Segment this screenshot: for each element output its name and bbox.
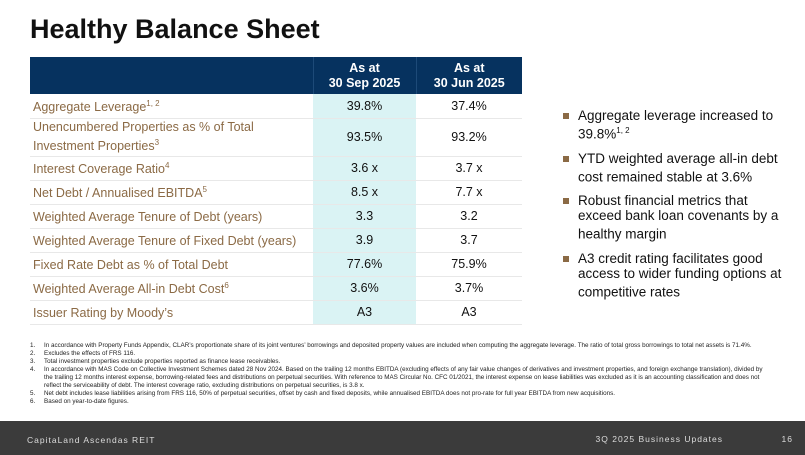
row-label: Weighted Average All-in Debt Cost6	[30, 276, 313, 301]
value-jun-2025: 3.7 x	[416, 156, 522, 181]
footnote: 5. Net debt includes lease liabilities ar…	[30, 390, 615, 397]
value-sep-2025: 3.9	[313, 228, 416, 253]
row-label: Interest Coverage Ratio4	[30, 156, 313, 181]
value-jun-2025: 3.7	[416, 228, 522, 253]
table-row: Unencumbered Properties as % of Total In…	[30, 118, 522, 157]
footnote: 3. Total investment properties exclude pr…	[30, 358, 281, 365]
table-row: Aggregate Leverage1, 2 39.8% 37.4%	[30, 94, 522, 119]
table-row: Interest Coverage Ratio4 3.6 x 3.7 x	[30, 156, 522, 181]
table-row: Fixed Rate Debt as % of Total Debt 77.6%…	[30, 252, 522, 277]
header-sep-2025: As at 30 Sep 2025	[312, 57, 416, 94]
footnote: 2. Excludes the effects of FRS 116.	[30, 350, 136, 357]
value-jun-2025: 37.4%	[416, 94, 522, 119]
header-jun-2025: As at 30 Jun 2025	[415, 57, 522, 94]
table-row: Net Debt / Annualised EBITDA5 8.5 x 7.7 …	[30, 180, 522, 205]
value-sep-2025: 77.6%	[313, 252, 416, 277]
value-sep-2025: 3.6 x	[313, 156, 416, 181]
value-sep-2025: 8.5 x	[313, 180, 416, 205]
row-label: Fixed Rate Debt as % of Total Debt	[30, 252, 313, 277]
footnote: 4. In accordance with MAS Code on Collect…	[30, 366, 763, 389]
value-sep-2025: 3.6%	[313, 276, 416, 301]
deck-title: 3Q 2025 Business Updates	[595, 434, 723, 444]
value-jun-2025: 3.7%	[416, 276, 522, 301]
row-label: Issuer Rating by Moody’s	[30, 300, 313, 325]
row-label: Net Debt / Annualised EBITDA5	[30, 180, 313, 205]
table-row: Issuer Rating by Moody’s A3 A3	[30, 300, 522, 325]
company-name: CapitaLand Ascendas REIT	[27, 435, 156, 445]
bullet-item: Aggregate leverage increased to 39.8%1, …	[563, 108, 793, 142]
footnotes: 1. In accordance with Property Funds Appe…	[30, 342, 770, 406]
row-label: Unencumbered Properties as % of Total In…	[30, 118, 313, 157]
page-number: 16	[781, 434, 793, 444]
value-jun-2025: 93.2%	[416, 118, 522, 157]
footer: CapitaLand Ascendas REIT 3Q 2025 Busines…	[0, 421, 805, 455]
header-empty	[30, 57, 313, 94]
row-label: Weighted Average Tenure of Fixed Debt (y…	[30, 228, 313, 253]
balance-sheet-table: As at 30 Sep 2025 As at 30 Jun 2025 Aggreg…	[30, 57, 522, 325]
bullet-item: Robust financial metrics that exceed ban…	[563, 193, 793, 242]
value-sep-2025: 93.5%	[313, 118, 416, 157]
footnote: 1. In accordance with Property Funds Appe…	[30, 342, 752, 349]
value-jun-2025: 75.9%	[416, 252, 522, 277]
value-sep-2025: A3	[313, 300, 416, 325]
value-jun-2025: 3.2	[416, 204, 522, 229]
row-label: Aggregate Leverage1, 2	[30, 94, 313, 119]
value-sep-2025: 39.8%	[313, 94, 416, 119]
bullet-item: YTD weighted average all-in debt cost re…	[563, 151, 793, 185]
value-jun-2025: A3	[416, 300, 522, 325]
key-points-list: Aggregate leverage increased to 39.8%1, …	[563, 108, 793, 308]
row-label: Weighted Average Tenure of Debt (years)	[30, 204, 313, 229]
table-row: Weighted Average All-in Debt Cost6 3.6% …	[30, 276, 522, 301]
table-row: Weighted Average Tenure of Debt (years) …	[30, 204, 522, 229]
table-row: Weighted Average Tenure of Fixed Debt (y…	[30, 228, 522, 253]
value-jun-2025: 7.7 x	[416, 180, 522, 205]
value-sep-2025: 3.3	[313, 204, 416, 229]
page-title: Healthy Balance Sheet	[30, 14, 320, 44]
bullet-item: A3 credit rating facilitates good access…	[563, 251, 793, 300]
footnote: 6. Based on year-to-date figures.	[30, 398, 129, 405]
